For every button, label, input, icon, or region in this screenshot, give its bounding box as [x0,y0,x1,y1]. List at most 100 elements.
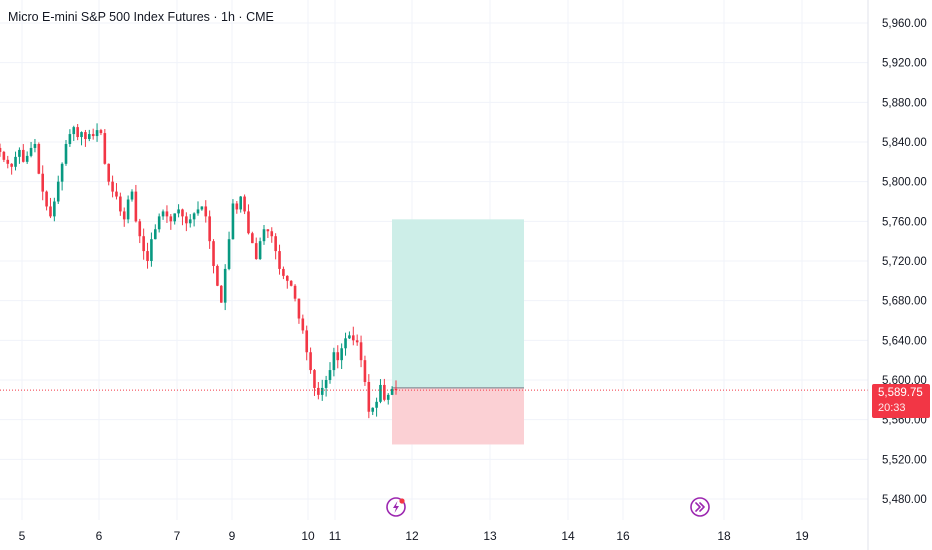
candle-body [138,221,142,237]
y-tick-label: 5,520.00 [882,454,927,466]
symbol-name: Micro E-mini S&P 500 Index Futures [8,10,210,24]
candle-body [95,130,99,137]
x-tick-label: 6 [96,529,103,543]
candle-body [169,216,173,222]
candle-body [6,159,10,164]
y-tick-label: 5,960.00 [882,18,927,30]
candle-body [305,330,309,353]
candle-body [216,265,219,286]
chart-title: Micro E-mini S&P 500 Index Futures · 1h … [8,10,274,24]
candle-body [239,196,243,210]
x-tick-label: 16 [616,529,630,543]
y-tick-label: 5,720.00 [882,256,927,268]
x-tick-label: 10 [301,529,315,543]
candle-body [111,181,114,192]
y-tick-label: 5,680.00 [882,296,927,308]
price-axis[interactable]: 5,480.005,520.005,560.005,600.005,640.00… [867,0,927,550]
candle-body [134,191,138,222]
candle-body [25,155,29,162]
candle-body [122,211,126,220]
x-tick-label: 12 [405,529,419,543]
candle-body [383,384,386,400]
bar-countdown: 20:33 [878,402,906,414]
candle-body [351,335,355,341]
candle-body [200,206,204,210]
candle-body [227,239,231,269]
lightning-event-icon[interactable] [386,497,406,517]
candle-body [41,173,45,192]
event-markers[interactable] [386,497,710,517]
candle-body [161,211,165,217]
candle-body [348,335,351,339]
candle-body [320,387,324,395]
candle-body [2,151,6,160]
candle-body [289,280,293,286]
candle-body [258,241,262,260]
candle-body [37,143,41,174]
candle-body [10,163,13,167]
candle-body [394,388,398,391]
candle-body [130,191,134,200]
fast-forward-event-icon[interactable] [690,497,710,517]
x-tick-label: 11 [329,529,342,543]
candle-body [115,191,118,197]
candle-body [231,203,235,240]
x-tick-label: 19 [795,529,809,543]
candle-body [68,134,72,144]
candle-body [309,352,312,371]
candle-body [142,236,145,252]
stop-loss-zone[interactable] [392,387,524,445]
candle-body [21,149,25,162]
take-profit-zone[interactable] [392,219,524,388]
candle-body [212,241,215,266]
candle-body [379,384,382,402]
candle-body [29,147,33,156]
candle-body [344,338,347,349]
candlestick-series [0,123,398,419]
candle-body [251,233,254,244]
candle-body [204,206,208,217]
y-tick-label: 5,480.00 [882,494,927,506]
last-price-tag: 5,589.75 20:33 [872,384,930,418]
position-zones[interactable] [392,219,524,445]
candle-body [146,251,149,261]
y-tick-label: 5,880.00 [882,97,927,109]
candle-body [278,251,281,269]
candle-body [76,127,79,138]
candle-body [262,229,266,242]
candle-body [33,143,37,148]
candle-body [126,199,130,220]
y-tick-label: 5,640.00 [882,335,927,347]
interval-label[interactable]: 1h [221,10,235,24]
candle-body [60,163,64,182]
candle-body [192,213,196,220]
candle-body [285,275,289,281]
candle-body [53,201,56,217]
candle-body [99,130,103,134]
candle-body [282,268,285,276]
candle-body [375,401,378,408]
candle-body [371,407,375,412]
y-tick-label: 5,840.00 [882,137,927,149]
y-tick-label: 5,760.00 [882,216,927,228]
time-axis[interactable]: 5 6 7 9 10 11 12 13 14 16 18 19 [19,529,809,543]
candle-body [266,229,270,232]
candle-body [91,134,95,137]
candle-body [188,219,192,224]
candle-body [363,360,367,382]
candle-body [107,163,111,182]
candle-body [165,211,169,217]
candle-body [0,147,2,152]
candle-body [386,394,390,400]
candle-body [332,352,336,371]
candle-body [185,216,188,224]
x-tick-label: 7 [174,529,181,543]
candle-body [103,133,107,164]
candle-body [80,132,83,138]
candle-body [293,285,297,299]
candle-body [177,209,180,214]
exchange-label: CME [246,10,274,24]
candle-body [355,340,359,343]
x-tick-label: 5 [19,529,26,543]
